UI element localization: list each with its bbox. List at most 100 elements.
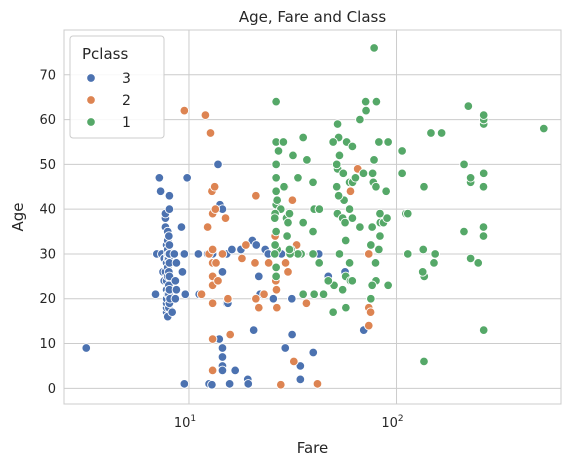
data-point-class-1	[418, 244, 429, 255]
data-point-class-3	[164, 240, 175, 250]
data-point-class-1	[271, 271, 281, 282]
data-point-class-1	[381, 186, 391, 196]
data-point-class-1	[374, 137, 384, 147]
data-point-class-2	[207, 298, 218, 308]
data-point-class-2	[283, 267, 293, 277]
y-tick-label: 60	[39, 113, 56, 128]
data-point-class-2	[289, 356, 299, 367]
data-point-class-1	[271, 173, 281, 183]
data-point-class-2	[200, 110, 211, 120]
data-point-class-2	[365, 307, 376, 317]
data-point-class-3	[217, 352, 228, 362]
data-point-class-1	[284, 244, 295, 255]
data-point-class-1	[375, 231, 385, 241]
data-point-class-1	[271, 262, 281, 273]
data-point-class-1	[465, 253, 476, 264]
data-point-class-1	[403, 249, 413, 259]
legend-marker-class-2	[86, 95, 96, 105]
data-point-class-1	[309, 289, 319, 300]
data-point-class-1	[341, 302, 351, 313]
data-point-class-2	[205, 128, 216, 138]
data-point-class-3	[295, 374, 306, 385]
data-point-class-2	[241, 240, 251, 250]
data-point-class-3	[171, 285, 182, 295]
data-point-class-1	[293, 173, 303, 183]
data-point-class-1	[539, 123, 549, 134]
data-point-class-1	[358, 168, 369, 179]
data-point-class-2	[287, 195, 298, 205]
data-point-class-2	[312, 379, 323, 389]
data-point-class-1	[369, 155, 379, 165]
data-point-class-3	[308, 347, 319, 358]
legend-marker-class-3	[86, 73, 96, 83]
legend: Pclass 3 2 1	[69, 35, 165, 139]
data-point-class-1	[403, 208, 413, 219]
data-point-class-1	[308, 226, 318, 237]
data-point-class-1	[371, 96, 382, 107]
data-point-class-3	[169, 249, 180, 259]
data-points	[81, 43, 549, 390]
data-point-class-1	[288, 150, 298, 161]
data-point-class-1	[465, 173, 476, 183]
y-tick-label: 50	[39, 158, 56, 173]
data-point-class-1	[308, 177, 318, 188]
data-point-class-1	[360, 96, 371, 107]
data-point-class-2	[272, 302, 282, 313]
data-point-class-1	[340, 217, 350, 228]
data-point-class-3	[243, 379, 253, 389]
data-point-class-1	[314, 204, 325, 214]
data-point-class-2	[345, 186, 356, 196]
data-point-class-1	[383, 280, 393, 291]
data-point-class-3	[295, 361, 306, 371]
x-axis-label: Fare	[297, 439, 329, 457]
data-point-class-2	[271, 285, 282, 295]
data-point-class-2	[220, 213, 231, 223]
data-point-class-1	[282, 231, 292, 241]
data-point-class-2	[213, 276, 223, 286]
y-tick-label: 20	[39, 292, 56, 307]
data-point-class-1	[478, 325, 489, 335]
data-point-class-1	[370, 258, 381, 268]
data-point-class-1	[429, 258, 439, 268]
data-point-class-3	[177, 267, 188, 277]
data-point-class-3	[213, 159, 223, 170]
data-point-class-2	[223, 293, 233, 304]
data-point-class-1	[331, 182, 342, 192]
y-tick-labels: 0 10 20 30 40 50 60 70	[39, 68, 56, 397]
data-point-class-2	[237, 253, 247, 264]
legend-marker-class-1	[86, 117, 96, 127]
data-point-class-3	[154, 173, 165, 183]
data-point-class-3	[164, 231, 174, 241]
data-point-class-1	[417, 267, 428, 277]
data-point-class-1	[270, 240, 280, 250]
data-point-class-1	[478, 110, 489, 120]
data-point-class-1	[383, 137, 393, 147]
y-tick-label: 0	[48, 382, 56, 397]
data-point-class-1	[419, 356, 429, 367]
data-point-class-3	[217, 267, 228, 277]
y-tick-label: 10	[39, 337, 56, 352]
data-point-class-1	[332, 119, 343, 129]
legend-label-class-3: 3	[122, 71, 131, 87]
data-point-class-1	[323, 276, 334, 286]
data-point-class-3	[227, 244, 237, 255]
data-point-class-1	[318, 289, 329, 300]
data-point-class-2	[251, 293, 261, 304]
data-point-class-3	[176, 222, 187, 232]
data-point-class-1	[278, 137, 289, 147]
data-point-class-3	[180, 289, 191, 300]
y-tick-label: 70	[39, 68, 56, 83]
data-point-class-1	[271, 226, 281, 237]
data-point-class-3	[167, 307, 177, 317]
legend-label-class-1: 1	[122, 115, 131, 131]
data-point-class-1	[366, 240, 376, 250]
data-point-class-1	[270, 213, 280, 223]
data-point-class-1	[463, 101, 474, 111]
data-point-class-1	[331, 159, 342, 170]
data-point-class-2	[251, 190, 261, 201]
data-point-class-1	[338, 168, 349, 179]
data-point-class-1	[347, 276, 358, 286]
data-point-class-1	[436, 128, 447, 138]
data-point-class-2	[259, 289, 269, 300]
